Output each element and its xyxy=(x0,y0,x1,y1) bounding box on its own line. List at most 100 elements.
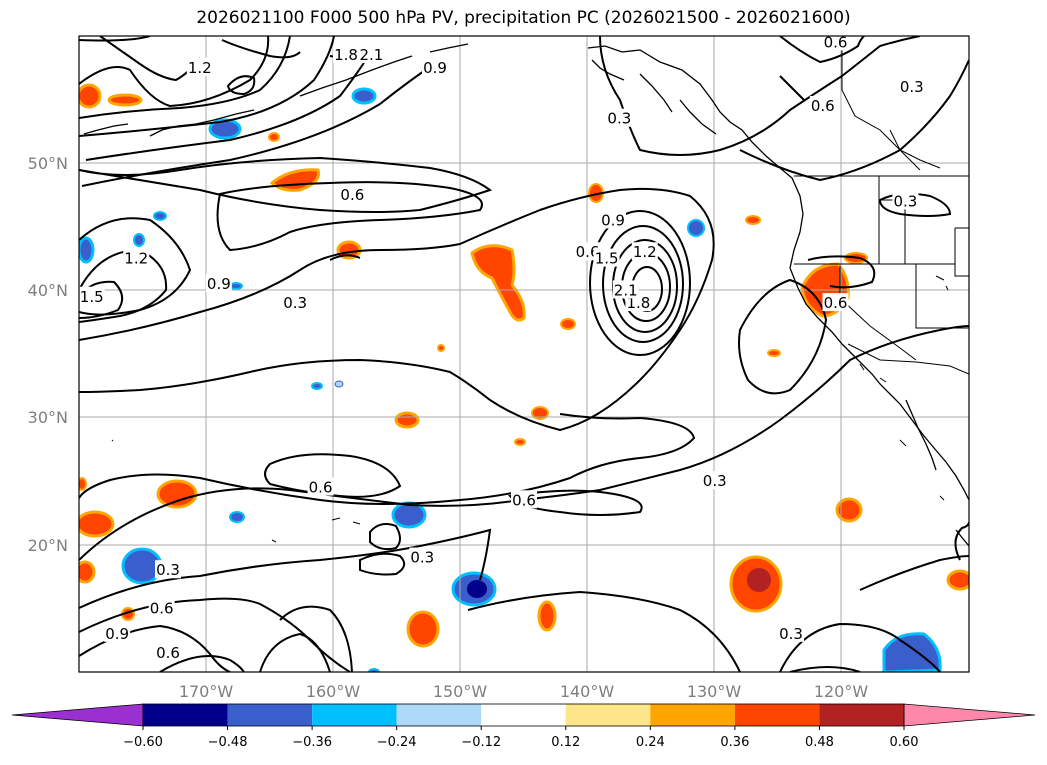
contour-label: 0.9 xyxy=(105,625,129,643)
contour-label-background xyxy=(358,45,385,64)
colorbar-tick-label: −0.36 xyxy=(292,735,332,750)
colorbar: −0.60 −0.48 −0.36 −0.24 −0.12 0.12 0.24 0.36 0.4… xyxy=(11,703,1036,750)
contour-label-background xyxy=(148,598,175,617)
contour-label: 0.3 xyxy=(283,294,307,312)
colorbar-tick-label: 0.60 xyxy=(890,735,919,750)
contour-label: 0.6 xyxy=(811,97,835,115)
coastlines xyxy=(83,43,969,547)
contour-label-background xyxy=(809,95,836,114)
map-title: 2026021100 F000 500 hPa PV, precipitatio… xyxy=(196,8,851,28)
contour-label: 1.2 xyxy=(188,59,212,77)
contour-label: 0.3 xyxy=(410,549,434,567)
contour-label: 0.6 xyxy=(824,294,848,312)
contour-label-background xyxy=(778,623,804,642)
contour-label-background xyxy=(155,560,181,579)
colorbar-segment xyxy=(650,704,735,726)
contour-label-background xyxy=(422,57,448,76)
longitude-labels: 170°W 160°W 150°W 140°W 130°W 120°W xyxy=(179,682,869,701)
contour-label: 0.6 xyxy=(309,479,333,497)
contour-label: 1.5 xyxy=(595,250,619,268)
contour-label-background xyxy=(282,293,309,312)
contour-label: 0.3 xyxy=(156,561,180,579)
contour-label-background xyxy=(205,274,232,293)
contour-label: 1.5 xyxy=(80,288,104,306)
contour-label-background xyxy=(79,286,105,305)
colorbar-segment xyxy=(143,704,228,726)
contour-label-background xyxy=(333,45,359,64)
contour-label: 1.8 xyxy=(334,46,358,64)
contour-label: 0.6 xyxy=(824,33,848,51)
contour-label: 0.9 xyxy=(207,275,231,293)
colorbar-tick-label: 0.24 xyxy=(636,735,665,750)
contour-label-background xyxy=(511,490,537,509)
contour-label: 0.3 xyxy=(607,110,631,128)
colorbar-tick-label: 0.48 xyxy=(805,735,834,750)
contour-label-background xyxy=(612,280,639,299)
contour-label: 0.3 xyxy=(703,472,727,490)
contour-label: 0.9 xyxy=(423,59,447,77)
colorbar-extend-min xyxy=(11,703,144,727)
colorbar-segment xyxy=(481,704,566,726)
contour-label: 0.3 xyxy=(900,78,924,96)
colorbar-segment xyxy=(227,704,313,726)
contour-label: 1.8 xyxy=(626,294,650,312)
contour-label-background xyxy=(892,191,919,210)
contour-label-background xyxy=(155,642,181,661)
contour-label-background xyxy=(898,76,925,95)
colorbar-extend-max xyxy=(903,703,1036,727)
precip-negative-shading xyxy=(79,87,942,672)
contour-label: 0.9 xyxy=(601,211,625,229)
lon-label-150w: 150°W xyxy=(433,682,488,701)
contour-label-background xyxy=(307,477,334,496)
contour-label-background xyxy=(631,242,658,261)
lon-label-120w: 120°W xyxy=(814,682,869,701)
contour-label: 0.6 xyxy=(512,491,536,509)
colorbar-tick-label: −0.24 xyxy=(377,735,417,750)
contour-label: 2.1 xyxy=(614,281,638,299)
contour-label-background xyxy=(593,248,620,267)
contour-label: 2.1 xyxy=(359,46,383,64)
lon-label-140w: 140°W xyxy=(560,682,615,701)
colorbar-segment xyxy=(565,704,651,726)
contour-label: 0.6 xyxy=(576,243,600,261)
contour-label-background xyxy=(701,471,728,490)
lon-label-130w: 130°W xyxy=(687,682,742,701)
contour-label-background xyxy=(606,108,633,127)
plot-area: 0.30.30.30.30.30.30.30.30.60.60.60.60.60… xyxy=(79,33,969,672)
lat-label-20n: 20°N xyxy=(28,536,68,555)
contour-label: 1.2 xyxy=(633,243,657,261)
contour-labels: 0.30.30.30.30.30.30.30.30.60.60.60.60.60… xyxy=(79,33,925,662)
contour-label-background xyxy=(822,293,849,312)
contour-label-background xyxy=(186,57,213,76)
contour-label-background xyxy=(123,248,150,267)
plot-frame xyxy=(78,35,970,673)
colorbar-segment xyxy=(734,704,820,726)
lat-label-30n: 30°N xyxy=(28,408,68,427)
contour-label: 0.3 xyxy=(893,192,917,210)
contour-label-background xyxy=(339,185,366,203)
lon-label-170w: 170°W xyxy=(179,682,234,701)
colorbar-segment xyxy=(312,704,397,726)
political-borders xyxy=(794,36,969,375)
contour-label: 0.3 xyxy=(779,625,803,643)
contour-label-background xyxy=(104,623,131,642)
colorbar-tick-label: 0.36 xyxy=(720,735,749,750)
lat-label-50n: 50°N xyxy=(28,154,68,173)
colorbar-segment xyxy=(396,704,482,726)
contour-label: 1.2 xyxy=(124,250,148,268)
contour-label: 0.6 xyxy=(150,599,174,617)
colorbar-tick-label: 0.12 xyxy=(551,735,580,750)
lon-label-160w: 160°W xyxy=(306,682,361,701)
contour-label-background xyxy=(600,210,626,229)
lat-label-40n: 40°N xyxy=(28,281,68,300)
contour-label-background xyxy=(409,547,436,566)
colorbar-tick-label: −0.60 xyxy=(123,735,163,750)
colorbar-frame xyxy=(142,703,905,727)
contour-label-background xyxy=(822,36,849,51)
contour-label: 0.6 xyxy=(340,186,364,204)
colorbar-segment xyxy=(819,704,904,726)
latitude-labels: 50°N 40°N 30°N 20°N xyxy=(28,154,68,555)
contour-label: 0.6 xyxy=(156,644,180,662)
island-outlines xyxy=(111,275,949,543)
